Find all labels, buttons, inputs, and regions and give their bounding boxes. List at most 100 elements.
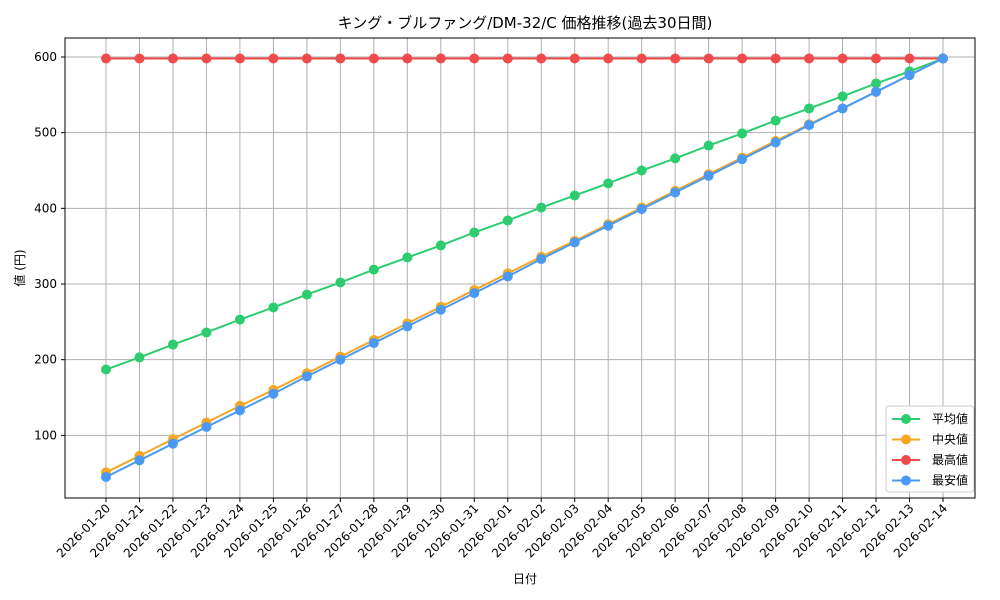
data-point [938,53,948,64]
data-point [101,471,111,482]
data-point [134,352,145,363]
legend-marker-icon [901,434,911,445]
data-point [536,202,547,213]
data-point [703,140,714,151]
data-point [871,78,882,89]
series-1 [101,53,948,478]
data-point [536,254,547,265]
data-point [234,314,245,325]
data-point [469,227,480,238]
legend-item: 最高値 [892,452,968,467]
data-point [234,53,245,64]
y-tick-label: 300 [34,277,57,291]
data-point [703,53,714,64]
data-point [569,53,580,64]
data-point [402,53,413,64]
data-point [871,86,882,97]
data-point [301,289,312,300]
data-point [670,53,681,64]
series-0 [101,53,948,375]
data-point [737,154,748,165]
data-point [569,237,580,248]
data-point [502,215,513,226]
data-point [402,252,413,263]
data-point [469,53,480,64]
y-tick-label: 100 [34,428,57,442]
x-axis-ticks: 2026-01-202026-01-212026-01-222026-01-23… [54,498,950,560]
data-point [335,354,346,365]
data-point [167,438,178,449]
data-point [636,204,647,215]
data-point [502,53,513,64]
data-point [435,304,446,315]
data-point [101,53,111,64]
data-point [737,128,748,139]
y-tick-label: 200 [34,353,57,367]
series-3 [101,53,948,482]
data-point [134,455,145,466]
data-point [804,120,815,131]
data-point [301,53,312,64]
data-point [368,264,379,275]
y-tick-label: 600 [34,50,57,64]
data-point [770,115,781,126]
legend-marker-icon [901,455,911,465]
data-point [770,137,781,148]
y-axis-label: 値 (円) [12,249,27,286]
grid-lines [65,38,975,498]
data-point [268,302,279,313]
data-point [368,53,379,64]
data-point [268,53,279,64]
data-point [268,388,279,399]
legend-label: 中央値 [932,432,968,447]
legend-marker-icon [901,414,911,424]
data-point [335,53,346,64]
data-point [904,53,915,64]
series-2 [101,53,948,64]
data-point [402,321,413,332]
data-point [167,53,178,64]
series-line [105,57,944,371]
data-point [904,70,915,81]
data-point [636,53,647,64]
data-point [837,91,848,102]
data-point [770,53,781,64]
data-point [603,53,614,64]
data-point [804,53,815,64]
data-series [101,53,948,482]
data-point [871,53,882,64]
y-tick-label: 400 [34,201,57,215]
data-point [368,338,379,349]
legend-item: 最安値 [892,473,968,488]
data-point [670,187,681,198]
data-point [469,288,480,299]
data-point [837,103,848,114]
series-line [105,57,944,478]
data-point [804,103,815,114]
data-point [703,170,714,181]
data-point [435,53,446,64]
y-axis-ticks: 100 200 300 400 500 600 [34,50,65,442]
data-point [301,371,312,382]
data-point [101,364,111,375]
data-point [234,405,245,416]
legend-marker-icon [901,475,911,486]
data-point [837,53,848,64]
data-point [201,53,212,64]
data-point [435,240,446,251]
data-point [201,422,212,433]
data-point [167,339,178,350]
chart-title: キング・ブルファング/DM-32/C 価格推移(過去30日間) [338,14,713,32]
legend-label: 平均値 [932,411,968,426]
data-point [335,277,346,288]
data-point [536,53,547,64]
legend-label: 最高値 [932,452,968,467]
data-point [603,220,614,231]
data-point [201,327,212,338]
legend-box [885,405,975,493]
x-axis-label: 日付 [513,572,537,586]
data-point [737,53,748,64]
data-point [569,190,580,201]
